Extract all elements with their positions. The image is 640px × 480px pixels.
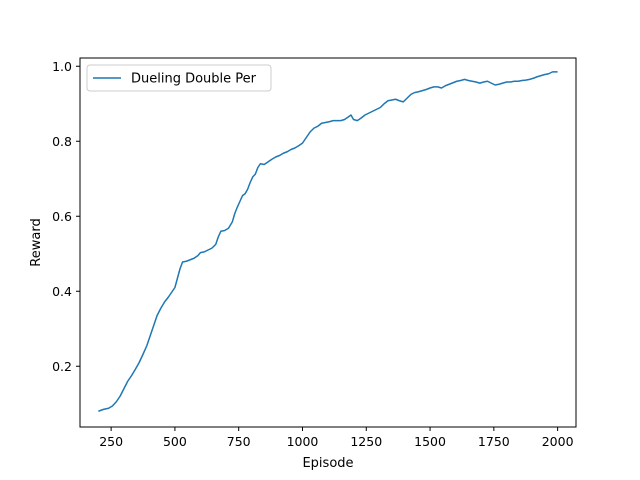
plot-frame [79,57,577,428]
y-axis-label: Reward [29,218,44,266]
x-axis-ticks: 250 500 750 1000 1250 1500 1750 2000 [99,427,574,449]
y-tick-label: 0.4 [52,284,72,299]
series-line-0 [98,71,558,412]
y-tick-label: 0.6 [52,209,72,224]
x-tick-label: 1500 [414,434,446,449]
y-tick-label: 0.8 [52,134,72,149]
x-tick-label: 1250 [350,434,382,449]
y-tick-label: 0.2 [52,359,72,374]
x-tick-label: 1750 [478,434,510,449]
x-tick-label: 1000 [287,434,319,449]
series-layer [98,71,558,412]
y-tick-label: 1.0 [52,59,72,74]
legend-box [86,64,272,92]
x-axis-label: Episode [302,456,353,471]
x-tick-label: 2000 [542,434,574,449]
x-tick-label: 500 [163,434,187,449]
x-tick-label: 250 [99,434,123,449]
legend-label: Dueling Double Per [131,72,257,87]
legend: Dueling Double Per [86,64,272,92]
y-axis-ticks: 0.2 0.4 0.6 0.8 1.0 [52,59,80,374]
x-tick-label: 750 [227,434,251,449]
